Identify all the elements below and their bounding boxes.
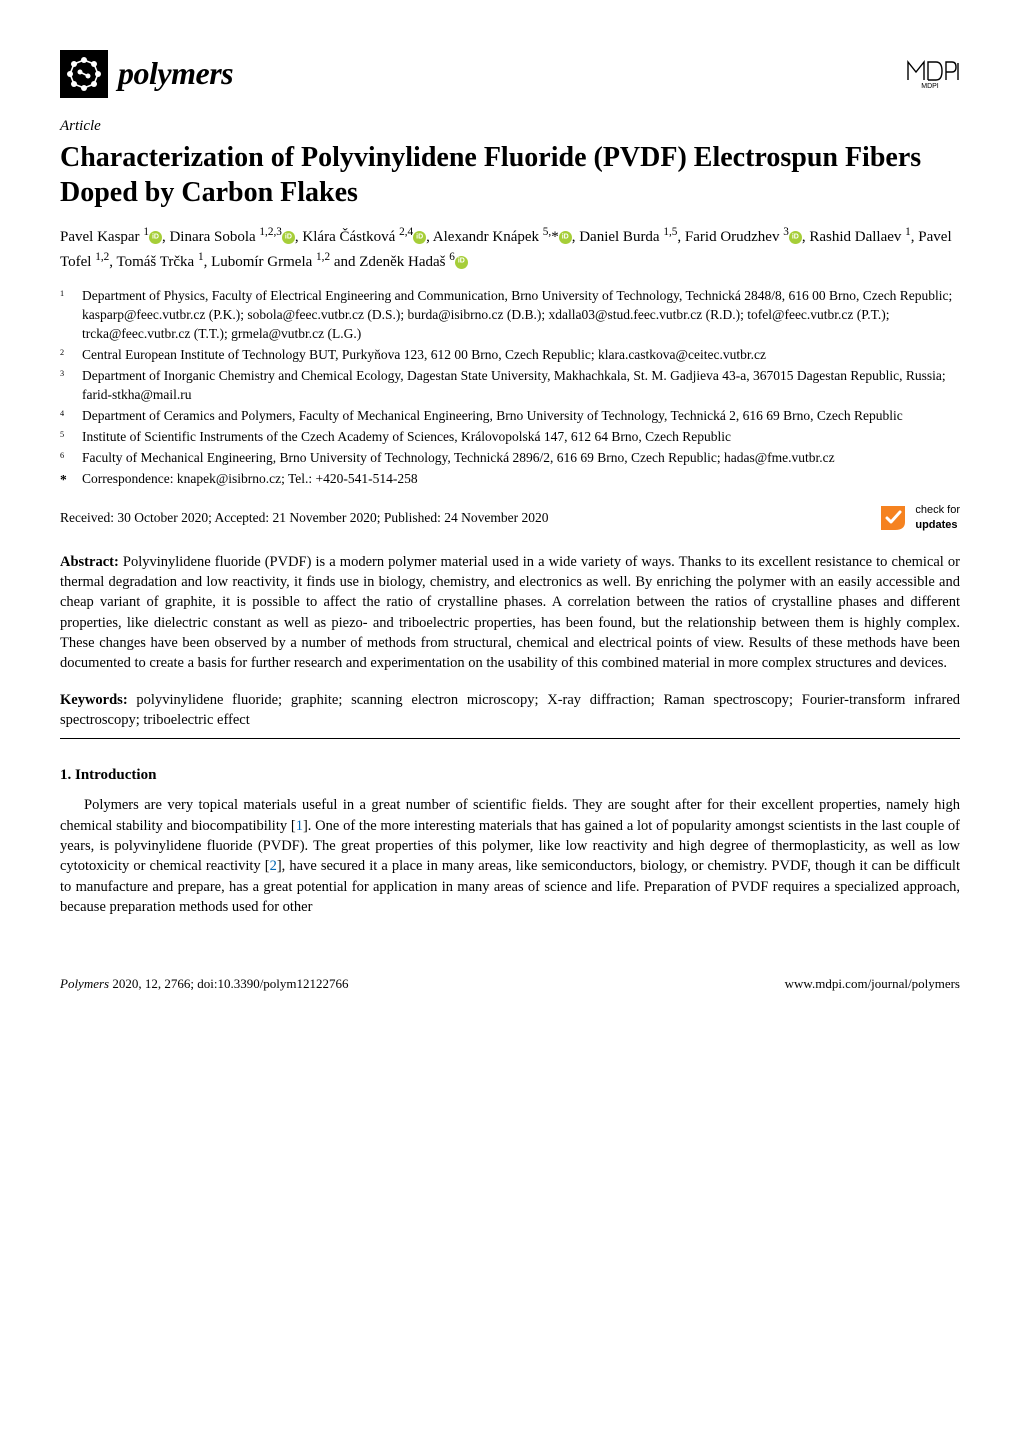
affiliation-item: 3Department of Inorganic Chemistry and C… xyxy=(82,367,960,405)
header-row: polymers MDPI xyxy=(60,50,960,98)
check-updates-line1: check for xyxy=(915,504,960,516)
affiliation-item: 5Institute of Scientific Instruments of … xyxy=(82,428,960,447)
footer-citation: 2020, 12, 2766; doi:10.3390/polym1212276… xyxy=(112,976,348,991)
polymers-logo-icon xyxy=(60,50,108,98)
authors-list: Pavel Kaspar 1, Dinara Sobola 1,2,3, Klá… xyxy=(60,224,960,273)
keywords-label: Keywords: xyxy=(60,692,128,708)
affiliations-block: 1Department of Physics, Faculty of Elect… xyxy=(60,287,960,490)
keywords-paragraph: Keywords: polyvinylidene fluoride; graph… xyxy=(60,690,960,731)
section-heading-introduction: 1. Introduction xyxy=(60,765,960,785)
journal-logo: polymers xyxy=(60,50,233,98)
affiliation-item: 6Faculty of Mechanical Engineering, Brno… xyxy=(82,449,960,468)
publication-dates: Received: 30 October 2020; Accepted: 21 … xyxy=(60,509,549,527)
check-updates-icon xyxy=(877,502,909,534)
separator-rule xyxy=(60,738,960,739)
check-for-updates-badge[interactable]: check for updates xyxy=(877,502,960,534)
footer-journal-italic: Polymers xyxy=(60,976,109,991)
affiliation-item: 4Department of Ceramics and Polymers, Fa… xyxy=(82,407,960,426)
mdpi-logo-icon: MDPI xyxy=(900,50,960,90)
page-footer: Polymers 2020, 12, 2766; doi:10.3390/pol… xyxy=(60,975,960,993)
affiliation-item: 2Central European Institute of Technolog… xyxy=(82,346,960,365)
footer-left: Polymers 2020, 12, 2766; doi:10.3390/pol… xyxy=(60,975,349,993)
abstract-paragraph: Abstract: Polyvinylidene fluoride (PVDF)… xyxy=(60,552,960,674)
introduction-paragraph: Polymers are very topical materials usef… xyxy=(60,795,960,917)
footer-right: www.mdpi.com/journal/polymers xyxy=(785,975,960,993)
abstract-text: Polyvinylidene fluoride (PVDF) is a mode… xyxy=(60,554,960,671)
keywords-text: polyvinylidene fluoride; graphite; scann… xyxy=(60,692,960,728)
affiliation-item: 1Department of Physics, Faculty of Elect… xyxy=(82,287,960,344)
correspondence-item: *Correspondence: knapek@isibrno.cz; Tel.… xyxy=(82,470,960,490)
article-title: Characterization of Polyvinylidene Fluor… xyxy=(60,140,960,210)
check-updates-line2: updates xyxy=(915,519,957,531)
journal-name: polymers xyxy=(118,52,233,95)
article-type: Article xyxy=(60,116,960,136)
svg-text:MDPI: MDPI xyxy=(921,83,939,90)
dates-row: Received: 30 October 2020; Accepted: 21 … xyxy=(60,502,960,534)
check-updates-text: check for updates xyxy=(915,503,960,533)
abstract-label: Abstract: xyxy=(60,554,119,570)
